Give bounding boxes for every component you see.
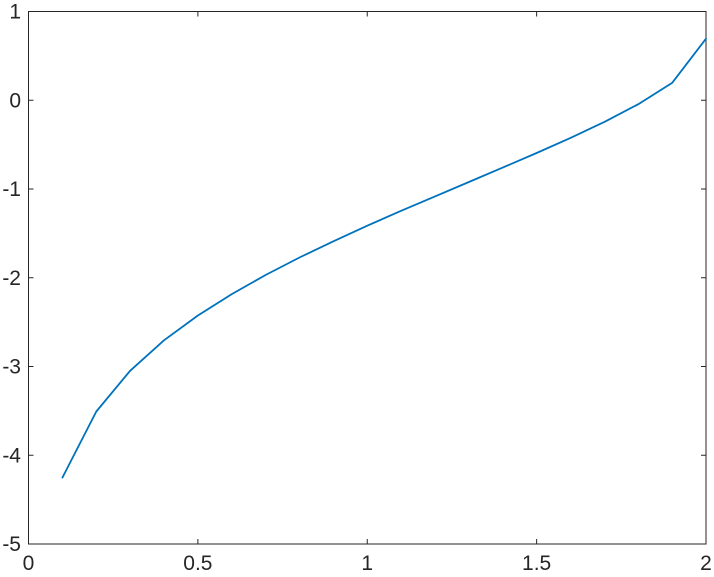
plot-line bbox=[61, 37, 707, 479]
x-tick-label: 1.5 bbox=[522, 552, 551, 575]
axes-box bbox=[28, 11, 707, 545]
x-tick-label: 0.5 bbox=[183, 552, 212, 575]
y-tick-label: -5 bbox=[2, 533, 21, 556]
y-tick-label: -4 bbox=[2, 444, 21, 467]
y-tick-label: -1 bbox=[2, 178, 21, 201]
x-tick-label: 2 bbox=[700, 552, 712, 575]
y-tick-label: -3 bbox=[2, 356, 21, 379]
y-tick-label: 0 bbox=[9, 89, 21, 112]
x-tick-label: 0 bbox=[23, 552, 35, 575]
y-tick-label: -2 bbox=[2, 267, 21, 290]
x-tick-label: 1 bbox=[361, 552, 373, 575]
y-tick-label: 1 bbox=[9, 1, 21, 24]
